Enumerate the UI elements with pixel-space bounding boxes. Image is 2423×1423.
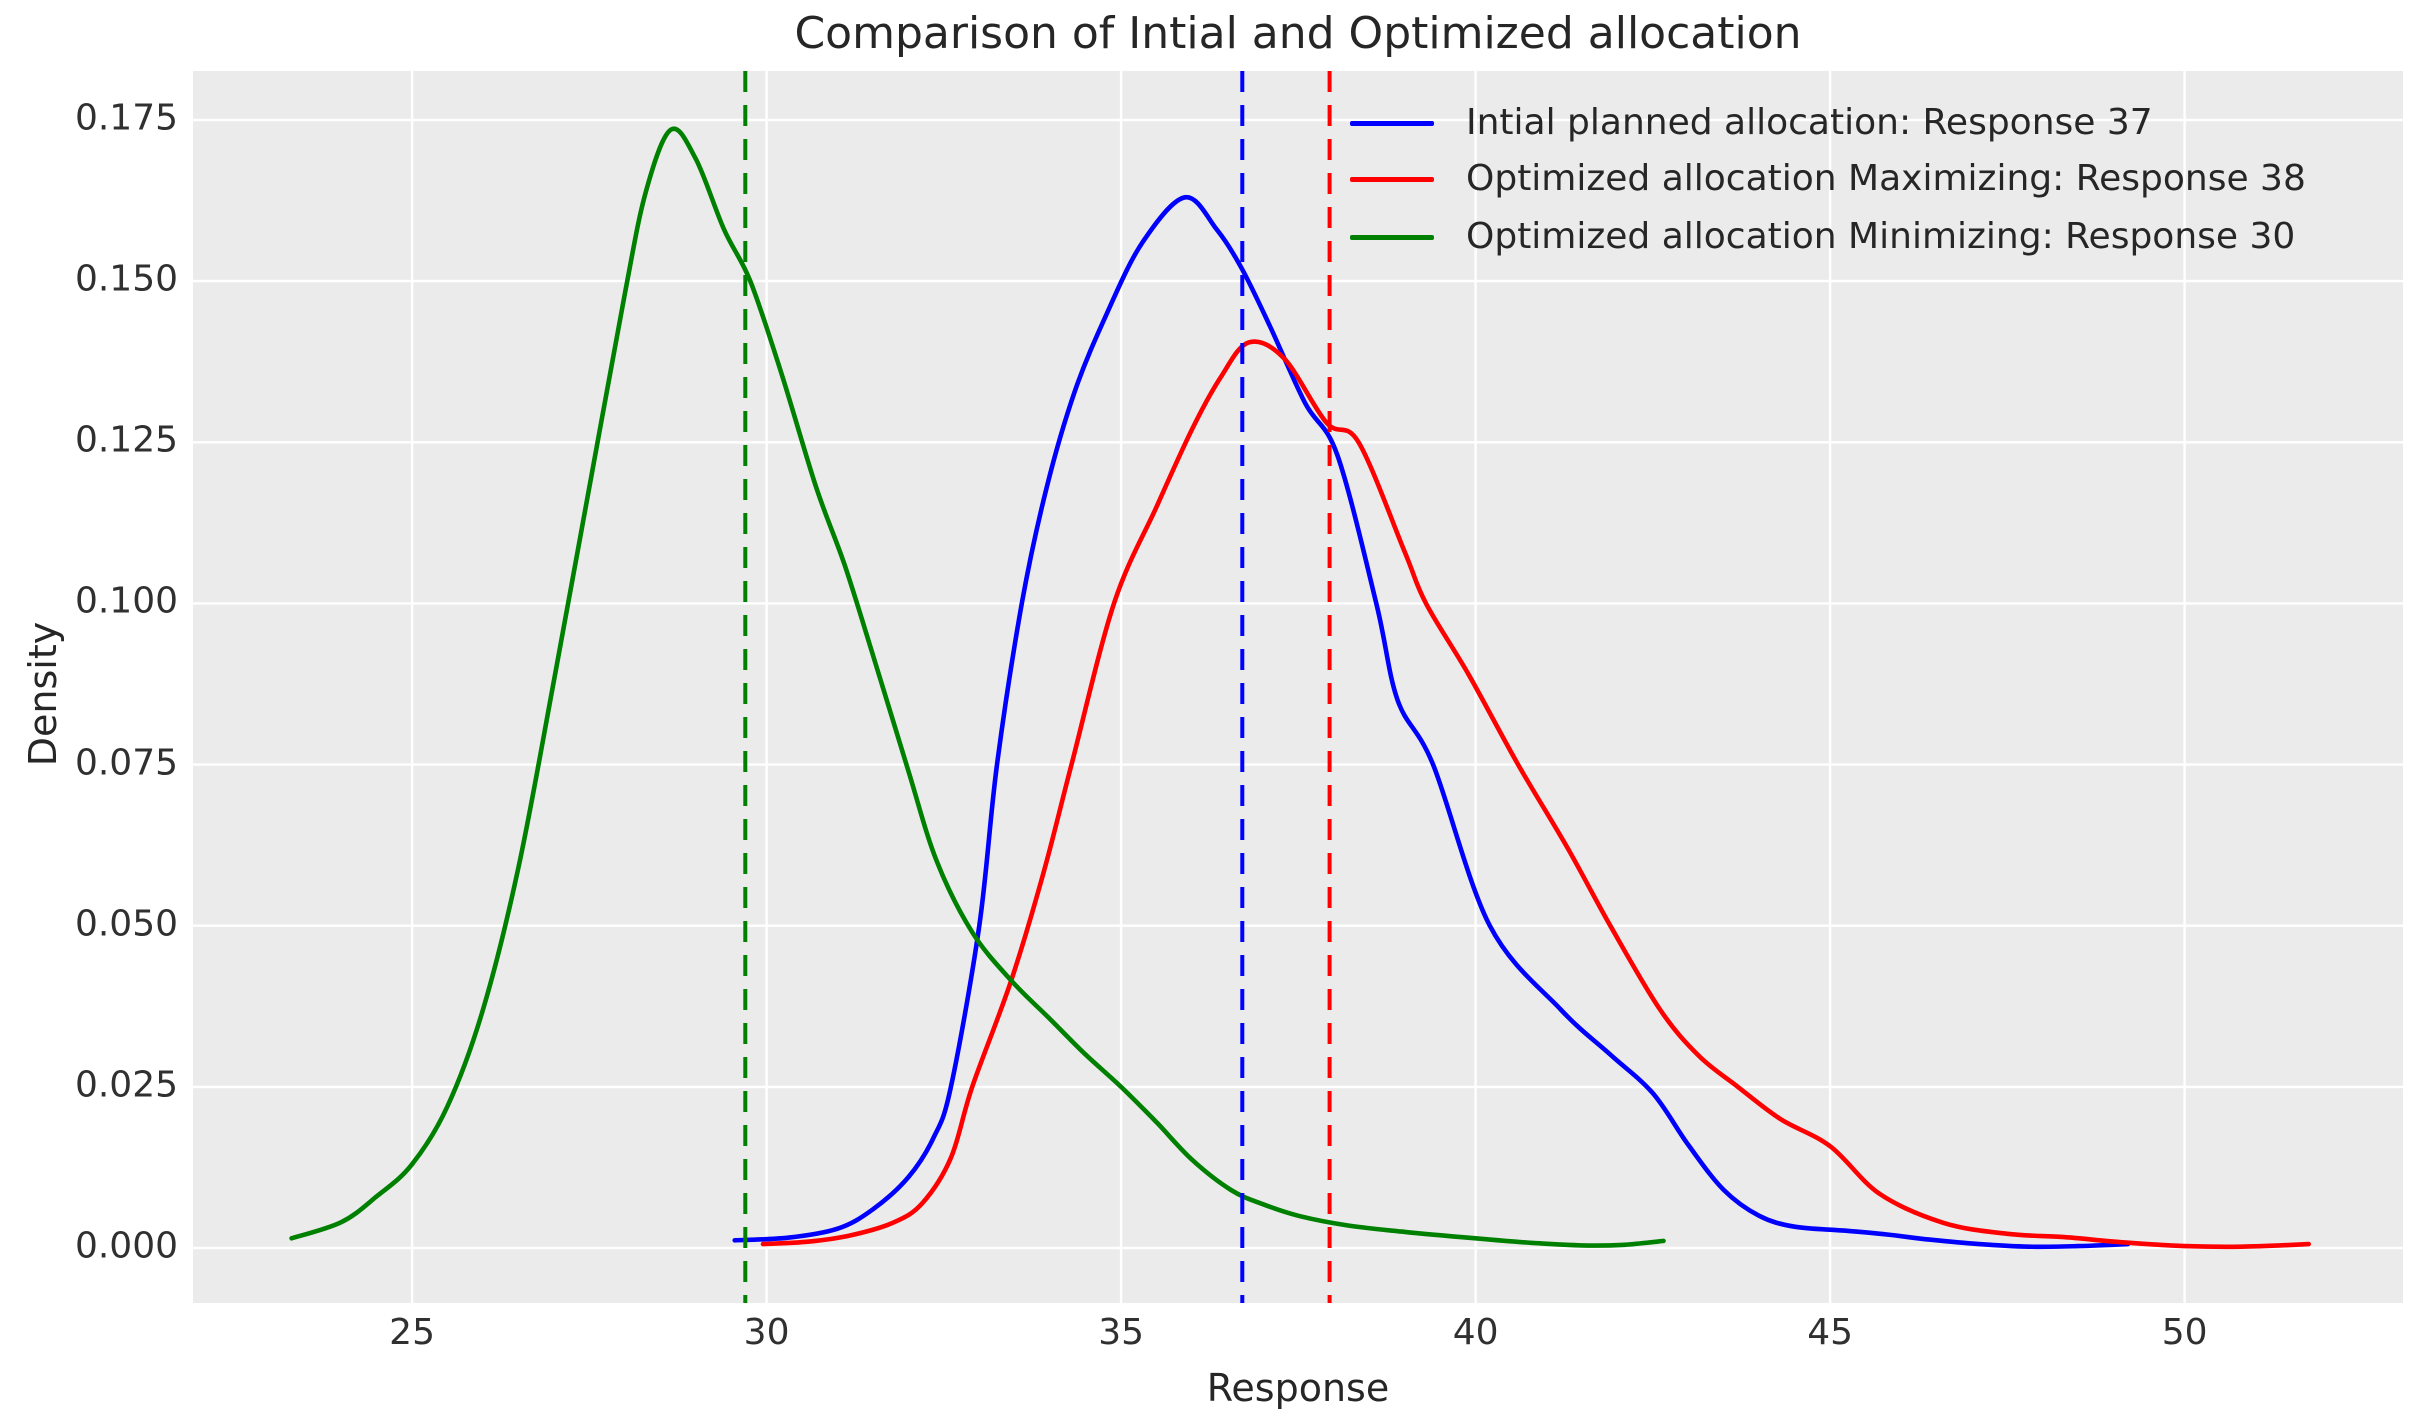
legend-item: Optimized allocation Maximizing: Respons… xyxy=(1350,161,2306,197)
density-curve-initial xyxy=(732,194,2131,1250)
legend-line-swatch xyxy=(1350,176,1434,182)
y-axis-label: Density xyxy=(21,621,65,767)
y-tick-label: 0.050 xyxy=(74,903,178,945)
density-curve-maximizing xyxy=(760,339,2311,1250)
legend-label: Intial planned allocation: Response 37 xyxy=(1466,102,2153,143)
legend-label: Optimized allocation Minimizing: Respons… xyxy=(1466,216,2296,257)
x-tick-label: 50 xyxy=(2161,1312,2208,1353)
legend-label: Optimized allocation Maximizing: Respons… xyxy=(1466,158,2306,199)
chart-canvas xyxy=(193,71,2403,1303)
x-tick-label: 45 xyxy=(1807,1312,1854,1353)
x-tick-label: 25 xyxy=(389,1312,435,1353)
x-tick-label: 40 xyxy=(1452,1312,1499,1353)
chart-title: Comparison of Intial and Optimized alloc… xyxy=(794,8,1802,59)
y-tick-label: 0.150 xyxy=(74,258,178,300)
legend-line-swatch xyxy=(1350,120,1434,126)
x-axis-label: Response xyxy=(1206,1366,1390,1410)
legend-item: Intial planned allocation: Response 37 xyxy=(1350,105,2153,141)
y-tick-label: 0.125 xyxy=(74,419,178,461)
legend-line-swatch xyxy=(1350,234,1434,240)
density-curve-minimizing xyxy=(289,126,1666,1248)
y-tick-label: 0.025 xyxy=(74,1064,178,1106)
x-tick-label: 35 xyxy=(1098,1312,1144,1353)
y-tick-label: 0.100 xyxy=(74,580,178,622)
plot-area: Intial planned allocation: Response 37 Op… xyxy=(193,71,2403,1303)
y-tick-label: 0.175 xyxy=(74,97,178,139)
y-tick-label: 0.075 xyxy=(74,742,178,784)
y-tick-label: 0.000 xyxy=(74,1225,178,1267)
x-tick-label: 30 xyxy=(743,1312,790,1353)
legend-item: Optimized allocation Minimizing: Respons… xyxy=(1350,219,2295,255)
